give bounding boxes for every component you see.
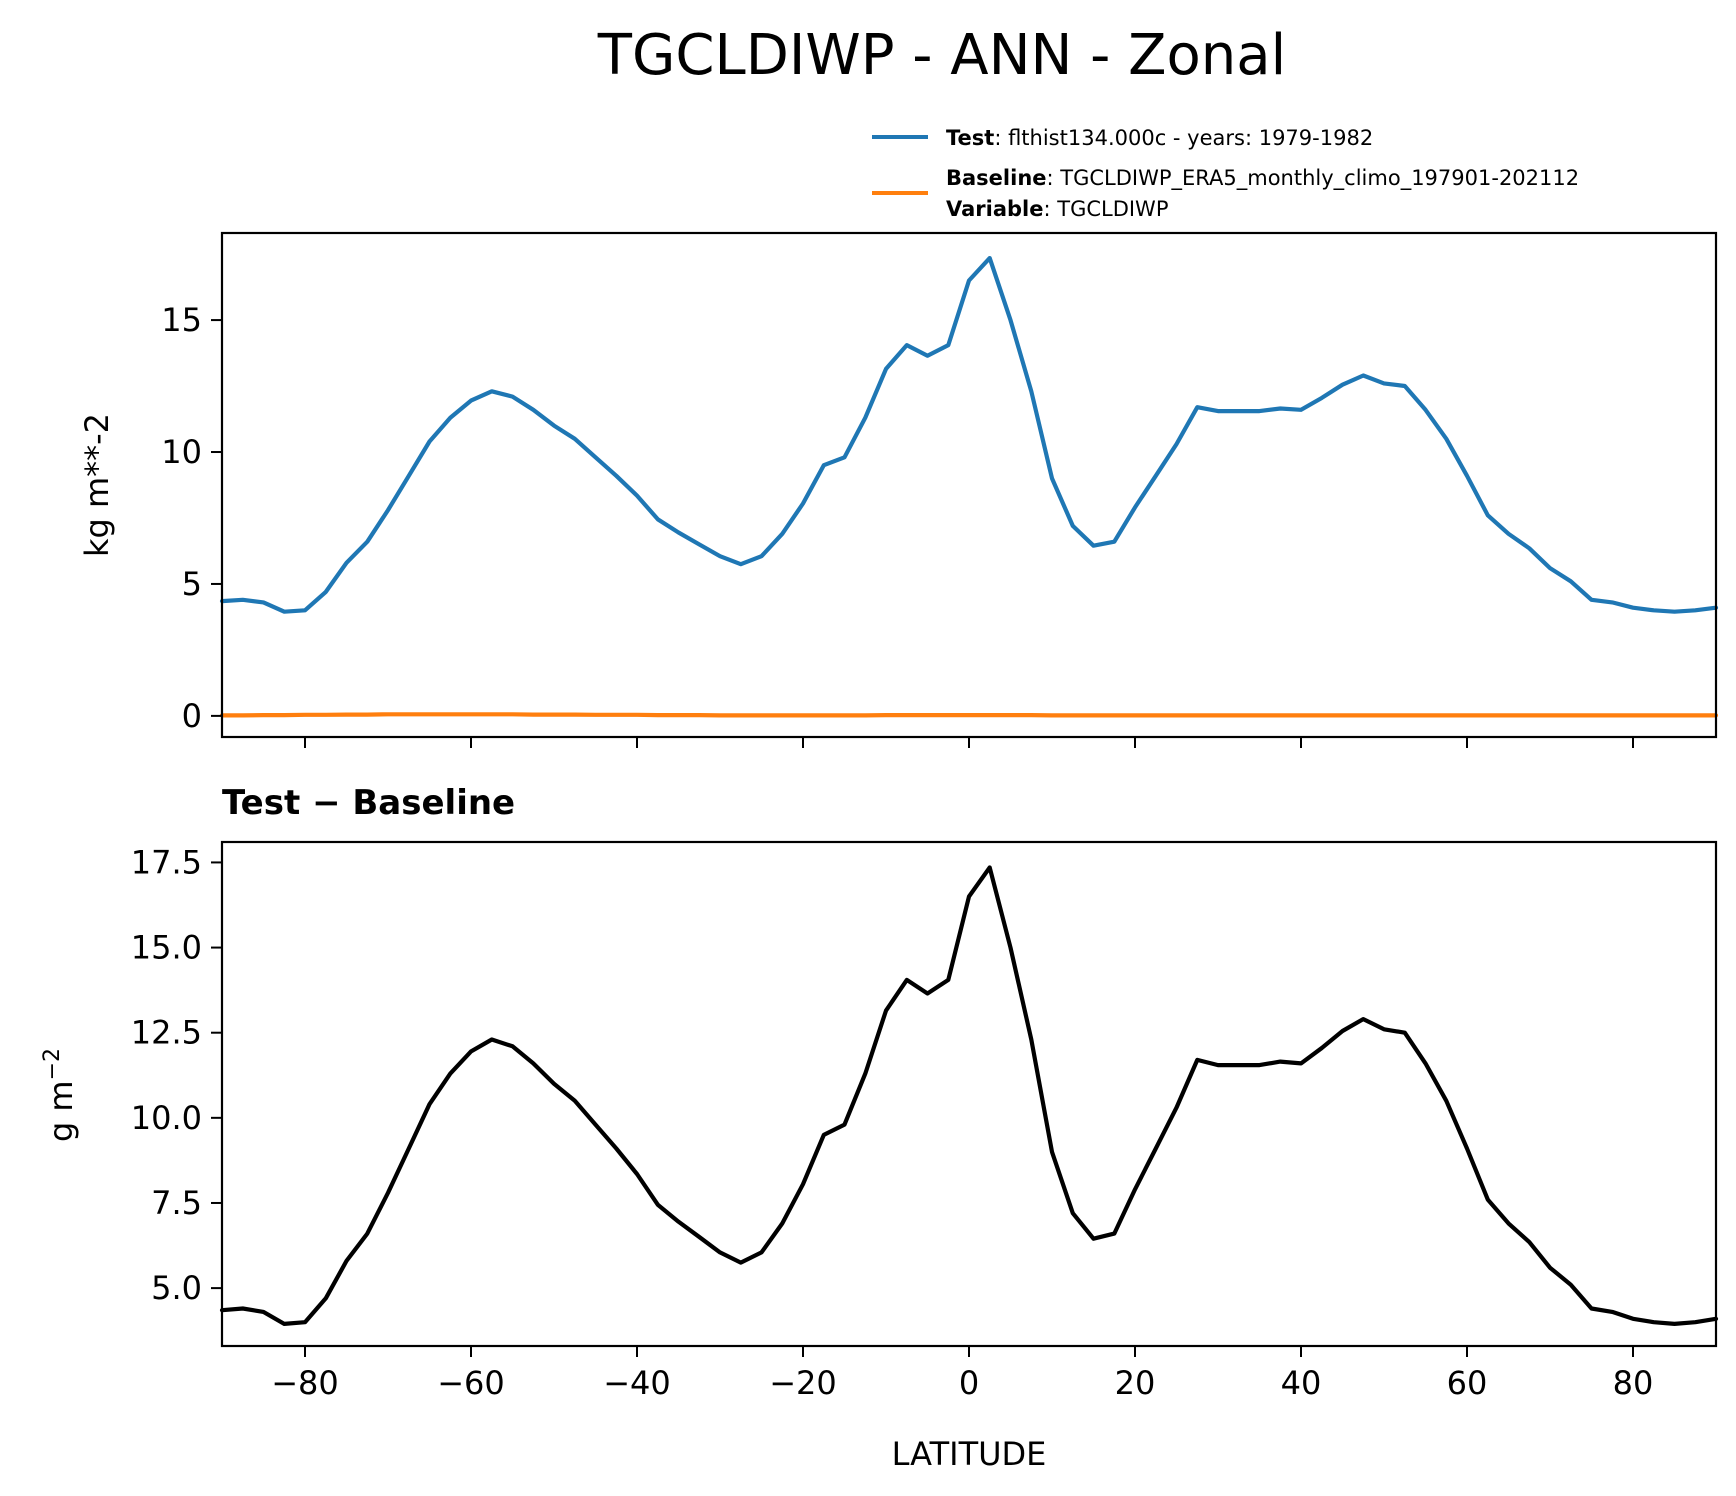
- panel-bottom-xtick-label: −60: [437, 1364, 505, 1402]
- x-axis-label: LATITUDE: [892, 1435, 1047, 1473]
- panel-top: 0 5 10 15 kg m**-2: [78, 231, 1719, 748]
- panel-bottom-series-test-baseline: [219, 865, 1719, 1327]
- chart-title: TGCLDIWP - ANN - Zonal: [597, 23, 1286, 88]
- panel-top-xticks: [304, 737, 1634, 748]
- panel-bottom-ytick-label: 15.0: [131, 929, 202, 967]
- panel-bottom-xticks: −80 −60 −40 −20 0 20 40 60 80: [271, 1346, 1653, 1402]
- panel-bottom-ylabel-sup: −2: [40, 1048, 65, 1080]
- panel-bottom-xtick-label: 60: [1447, 1364, 1488, 1402]
- panel-top-lines: [219, 256, 1719, 718]
- panel-top-series-test: [219, 256, 1719, 614]
- legend-entry-test: Test: flthist134.000c - years: 1979-1982: [946, 126, 1373, 150]
- panel-bottom-ytick-label: 12.5: [131, 1014, 202, 1052]
- panel-bottom-ytick-label: 17.5: [131, 843, 202, 881]
- panel-bottom-ytick-label: 5.0: [151, 1269, 202, 1307]
- panel-bottom-xtick-label: 20: [1115, 1364, 1156, 1402]
- panel-top-ytick-label: 5: [182, 565, 202, 603]
- panel-top-ytick-label: 0: [182, 697, 202, 735]
- panel-top-ytick-label: 10: [161, 433, 202, 471]
- panel-bottom-xtick-label: 80: [1613, 1364, 1654, 1402]
- panel-bottom-ytick-label: 7.5: [151, 1184, 202, 1222]
- legend: Test: flthist134.000c - years: 1979-1982…: [872, 126, 1579, 221]
- panel-bottom-lines: [219, 865, 1719, 1327]
- legend-label-variable-text: : TGCLDIWP: [1043, 197, 1168, 221]
- legend-entry-baseline: Baseline: TGCLDIWP_ERA5_monthly_climo_19…: [946, 166, 1579, 191]
- panel-bottom-ylabel: g m−2: [40, 1048, 80, 1142]
- panel-bottom-xtick-label: −40: [603, 1364, 671, 1402]
- panel-bottom-xtick-label: −20: [769, 1364, 837, 1402]
- legend-label-test-text: : flthist134.000c - years: 1979-1982: [994, 126, 1373, 150]
- legend-entry-variable: Variable: TGCLDIWP: [946, 197, 1169, 221]
- panel-bottom-xtick-label: −80: [271, 1364, 339, 1402]
- panel-top-ylabel: kg m**-2: [78, 413, 116, 557]
- panel-bottom-ylabel-base: g m: [42, 1080, 80, 1142]
- panel-bottom-xtick-label: 0: [959, 1364, 979, 1402]
- panel-top-series-baseline: [219, 712, 1719, 718]
- panel-bottom-ytick-label: 10.0: [131, 1099, 202, 1137]
- panel-top-yticks: 0 5 10 15: [161, 301, 222, 735]
- legend-label-variable-name: Variable: [946, 197, 1043, 221]
- panel-bottom-title: Test − Baseline: [222, 783, 515, 823]
- panel-top-ytick-label: 15: [161, 301, 202, 339]
- panel-bottom: Test − Baseline 5.0 7.5 10.0 12.5 15.0 17.5 −…: [40, 783, 1719, 1402]
- legend-label-test-name: Test: [946, 126, 994, 150]
- panel-bottom-yticks: 5.0 7.5 10.0 12.5 15.0 17.5: [131, 843, 222, 1307]
- legend-label-baseline-text: : TGCLDIWP_ERA5_monthly_climo_197901-202…: [1047, 166, 1580, 191]
- legend-label-baseline-name: Baseline: [946, 166, 1047, 190]
- panel-bottom-xtick-label: 40: [1281, 1364, 1322, 1402]
